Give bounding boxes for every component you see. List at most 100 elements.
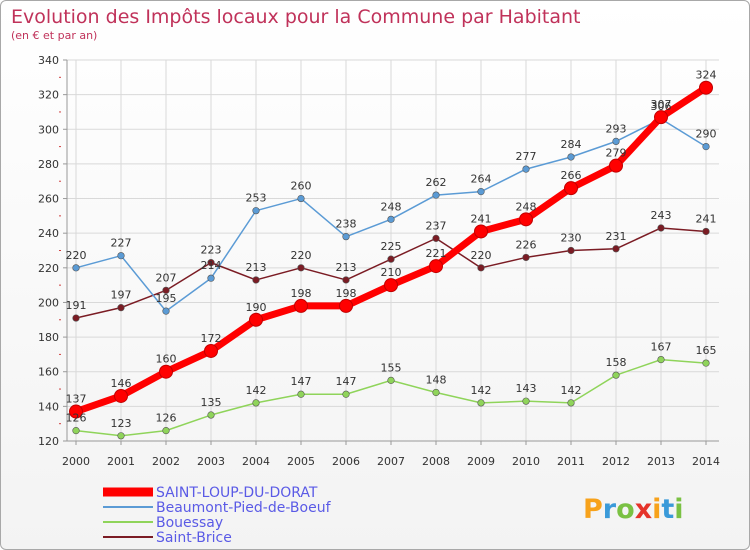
x-tick-label: 2010 xyxy=(512,455,540,468)
y-tick-label: 240 xyxy=(38,227,59,240)
data-label-0: 237 xyxy=(426,219,447,232)
series-marker-1 xyxy=(477,399,485,407)
series-marker-3 xyxy=(609,158,623,173)
data-label-2: 284 xyxy=(561,138,582,151)
data-label-0: 213 xyxy=(336,261,357,274)
series-marker-0 xyxy=(477,264,485,272)
data-label-0: 197 xyxy=(111,289,132,302)
data-label-1: 142 xyxy=(471,384,492,397)
data-label-2: 306 xyxy=(651,100,672,113)
data-label-3: 266 xyxy=(561,169,582,182)
data-label-0: 226 xyxy=(516,238,537,251)
series-marker-0 xyxy=(72,314,80,322)
data-label-1: 143 xyxy=(516,382,537,395)
series-marker-3 xyxy=(519,212,533,227)
data-label-3: 324 xyxy=(696,69,717,82)
data-label-3: 279 xyxy=(606,147,627,160)
data-label-3: 137 xyxy=(66,393,87,406)
data-label-3: 172 xyxy=(201,332,222,345)
series-marker-1 xyxy=(702,359,710,367)
legend-label: Bouessay xyxy=(156,515,223,531)
series-marker-1 xyxy=(387,376,395,384)
series-marker-2 xyxy=(477,188,485,196)
x-tick-label: 2012 xyxy=(602,455,630,468)
series-marker-0 xyxy=(162,286,170,294)
series-lines xyxy=(69,80,713,440)
series-marker-2 xyxy=(522,165,530,173)
series-marker-1 xyxy=(657,356,665,364)
data-label-1: 126 xyxy=(66,412,87,425)
x-tick-label: 2007 xyxy=(377,455,405,468)
series-marker-0 xyxy=(252,276,260,284)
x-tick-label: 2004 xyxy=(242,455,270,468)
x-tick-label: 2014 xyxy=(692,455,720,468)
data-label-2: 293 xyxy=(606,122,627,135)
data-label-3: 160 xyxy=(156,353,177,366)
legend: SAINT-LOUP-DU-DORATBeaumont-Pied-de-Boeu… xyxy=(103,485,332,546)
series-marker-1 xyxy=(72,427,80,435)
series-marker-2 xyxy=(432,191,440,199)
series-marker-1 xyxy=(162,427,170,435)
data-labels: 191 197 207 223 213 220 213 225 237 220 226 230 231 2… xyxy=(66,69,717,430)
series-marker-2 xyxy=(567,153,575,161)
x-tick-label: 2001 xyxy=(107,455,135,468)
series-marker-1 xyxy=(567,399,575,407)
chart-subtitle: (en € et par an) xyxy=(11,29,97,42)
series-marker-3 xyxy=(384,278,398,293)
series-marker-2 xyxy=(297,194,305,203)
data-label-0: 225 xyxy=(381,240,402,253)
data-label-2: 220 xyxy=(66,249,87,262)
data-label-2: 260 xyxy=(291,180,312,193)
data-label-0: 220 xyxy=(291,249,312,262)
series-marker-3 xyxy=(69,404,83,419)
data-label-3: 198 xyxy=(336,287,357,300)
y-tick-label: 280 xyxy=(38,158,59,171)
series-marker-0 xyxy=(522,253,530,262)
data-label-3: 210 xyxy=(381,266,402,279)
series-marker-0 xyxy=(702,227,710,236)
data-label-2: 277 xyxy=(516,150,537,163)
y-tick-label: 260 xyxy=(38,193,59,206)
data-label-0: 213 xyxy=(246,261,267,274)
series-marker-3 xyxy=(249,312,263,327)
series-marker-3 xyxy=(654,110,668,125)
x-tick-label: 2003 xyxy=(197,455,225,468)
x-tick-label: 2005 xyxy=(287,455,315,468)
data-label-1: 147 xyxy=(291,375,312,388)
data-label-1: 165 xyxy=(696,344,717,357)
data-label-2: 195 xyxy=(156,292,177,305)
series-marker-2 xyxy=(702,142,710,151)
data-label-0: 230 xyxy=(561,232,582,245)
y-tick-label: 340 xyxy=(38,54,59,67)
data-label-3: 190 xyxy=(246,301,267,314)
series-marker-2 xyxy=(117,252,125,260)
series-marker-0 xyxy=(567,246,575,255)
x-tick-label: 2000 xyxy=(62,455,90,468)
y-tick-label: 180 xyxy=(38,331,59,344)
series-marker-0 xyxy=(432,234,440,242)
series-marker-2 xyxy=(387,215,395,223)
series-marker-1 xyxy=(432,388,440,397)
series-marker-2 xyxy=(162,307,170,315)
data-label-1: 142 xyxy=(561,384,582,397)
data-label-0: 220 xyxy=(471,249,492,262)
data-label-3: 198 xyxy=(291,287,312,300)
series-marker-3 xyxy=(294,298,308,313)
data-label-0: 231 xyxy=(606,230,627,243)
series-marker-2 xyxy=(72,264,80,272)
data-label-0: 223 xyxy=(201,244,222,257)
series-marker-0 xyxy=(387,255,395,263)
data-label-2: 214 xyxy=(201,259,222,272)
series-marker-0 xyxy=(117,304,125,312)
x-tick-label: 2006 xyxy=(332,455,360,468)
y-tick-label: 320 xyxy=(38,89,59,102)
series-marker-0 xyxy=(207,259,215,267)
data-label-3: 221 xyxy=(426,247,447,260)
series-marker-3 xyxy=(159,364,173,379)
data-label-2: 262 xyxy=(426,176,447,189)
data-label-2: 290 xyxy=(696,128,717,141)
y-tick-label: 220 xyxy=(38,262,59,275)
series-marker-3 xyxy=(429,259,443,274)
series-marker-2 xyxy=(342,233,350,241)
